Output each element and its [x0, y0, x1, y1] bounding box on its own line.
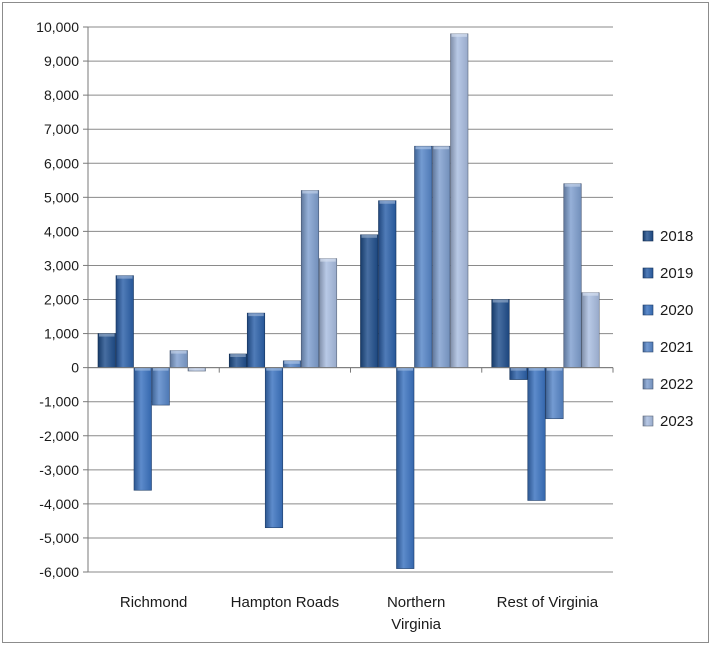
bar-highlight [189, 367, 205, 371]
y-tick-label: 7,000 [44, 121, 79, 137]
bar-2018 [97, 333, 116, 368]
bar-2019 [246, 312, 266, 368]
legend-swatch [642, 378, 654, 390]
bar-2019 [378, 200, 397, 368]
y-tick-label: 4,000 [44, 223, 79, 239]
bar-highlight [361, 234, 377, 238]
legend-label: 2020 [660, 302, 693, 319]
bar-highlight [135, 367, 151, 371]
bar-highlight [117, 275, 133, 279]
bar-highlight [492, 299, 509, 303]
y-tick-label: 9,000 [44, 53, 79, 69]
bar-2023 [581, 292, 600, 368]
legend-swatch [642, 341, 654, 353]
y-tick-label: -5,000 [39, 530, 79, 546]
bar-2020 [133, 367, 152, 491]
bar-highlight [248, 313, 264, 317]
bar-2022 [300, 190, 320, 368]
bar-2022 [563, 183, 582, 368]
bar-2023 [450, 33, 469, 368]
bar-highlight [510, 367, 527, 371]
chart-frame: 10,000 9,000 8,000 7,000 6,000 5,000 4,000 3,00… [2, 2, 709, 643]
y-tick-label: 0 [71, 360, 79, 376]
bar-highlight [528, 367, 545, 371]
legend-swatch [642, 267, 654, 279]
bar-highlight [415, 146, 431, 150]
bars [97, 33, 600, 569]
legend: 2018 2019 2020 2021 2022 2023 [642, 228, 693, 430]
bar-2022 [432, 145, 451, 368]
bar-highlight [284, 360, 300, 364]
legend-item: 2018 [642, 228, 693, 245]
bar-2018 [491, 299, 510, 368]
legend-swatch [642, 304, 654, 316]
y-tick-label: 3,000 [44, 257, 79, 273]
bar-highlight [230, 354, 246, 357]
axes [87, 27, 614, 572]
y-tick-label: 5,000 [44, 189, 79, 205]
y-tick-label: -4,000 [39, 496, 79, 512]
gridlines [83, 26, 613, 573]
y-tick-label: 1,000 [44, 326, 79, 342]
y-tick-label: -6,000 [39, 564, 79, 580]
bar-2020 [527, 367, 546, 501]
bar-chart: 10,000 9,000 8,000 7,000 6,000 5,000 4,000 3,00… [36, 19, 693, 633]
legend-label: 2022 [660, 376, 693, 393]
legend-item: 2019 [642, 265, 693, 282]
legend-label: 2023 [660, 413, 693, 430]
bar-2019 [115, 275, 134, 368]
y-tick-label: 2,000 [44, 292, 79, 308]
legend-item: 2022 [642, 376, 693, 393]
bar-2023 [318, 258, 338, 368]
bar-2021 [545, 367, 564, 420]
legend-item: 2023 [642, 413, 693, 430]
bar-highlight [99, 333, 115, 337]
bar-highlight [302, 190, 318, 194]
category-label: Northern Virginia [387, 594, 445, 633]
y-tick-label: -3,000 [39, 462, 79, 478]
category-label: Rest of Virginia [497, 594, 599, 611]
bar-2018 [360, 234, 379, 368]
bar-2020 [264, 367, 284, 529]
y-tick-label: 10,000 [36, 19, 79, 35]
bar-highlight [379, 200, 395, 204]
bar-highlight [320, 258, 336, 262]
bar-highlight [171, 350, 187, 354]
legend-swatch [642, 415, 654, 427]
legend-item: 2021 [642, 339, 693, 356]
bar-highlight [266, 367, 282, 371]
bar-highlight [451, 33, 467, 37]
bar-highlight [397, 367, 413, 371]
bar-2021 [151, 367, 170, 406]
category-label: Richmond [120, 594, 188, 611]
bar-highlight [433, 146, 449, 150]
legend-label: 2021 [660, 339, 693, 356]
bar-highlight [153, 367, 169, 371]
bar-2021 [414, 145, 433, 368]
y-tick-label: -1,000 [39, 394, 79, 410]
bar-highlight [564, 183, 581, 187]
y-axis-tick-labels: 10,000 9,000 8,000 7,000 6,000 5,000 4,000 3,00… [36, 19, 79, 580]
bar-2020 [396, 367, 415, 569]
y-tick-label: 8,000 [44, 87, 79, 103]
legend-item: 2020 [642, 302, 693, 319]
bar-highlight [546, 367, 563, 371]
category-labels: Richmond Hampton Roads Northern Virginia Res… [120, 594, 599, 633]
y-tick-label: -2,000 [39, 428, 79, 444]
legend-label: 2019 [660, 265, 693, 282]
y-tick-label: 6,000 [44, 155, 79, 171]
bar-highlight [582, 292, 599, 296]
legend-swatch [642, 230, 654, 242]
category-label: Hampton Roads [231, 594, 339, 611]
legend-label: 2018 [660, 228, 693, 245]
